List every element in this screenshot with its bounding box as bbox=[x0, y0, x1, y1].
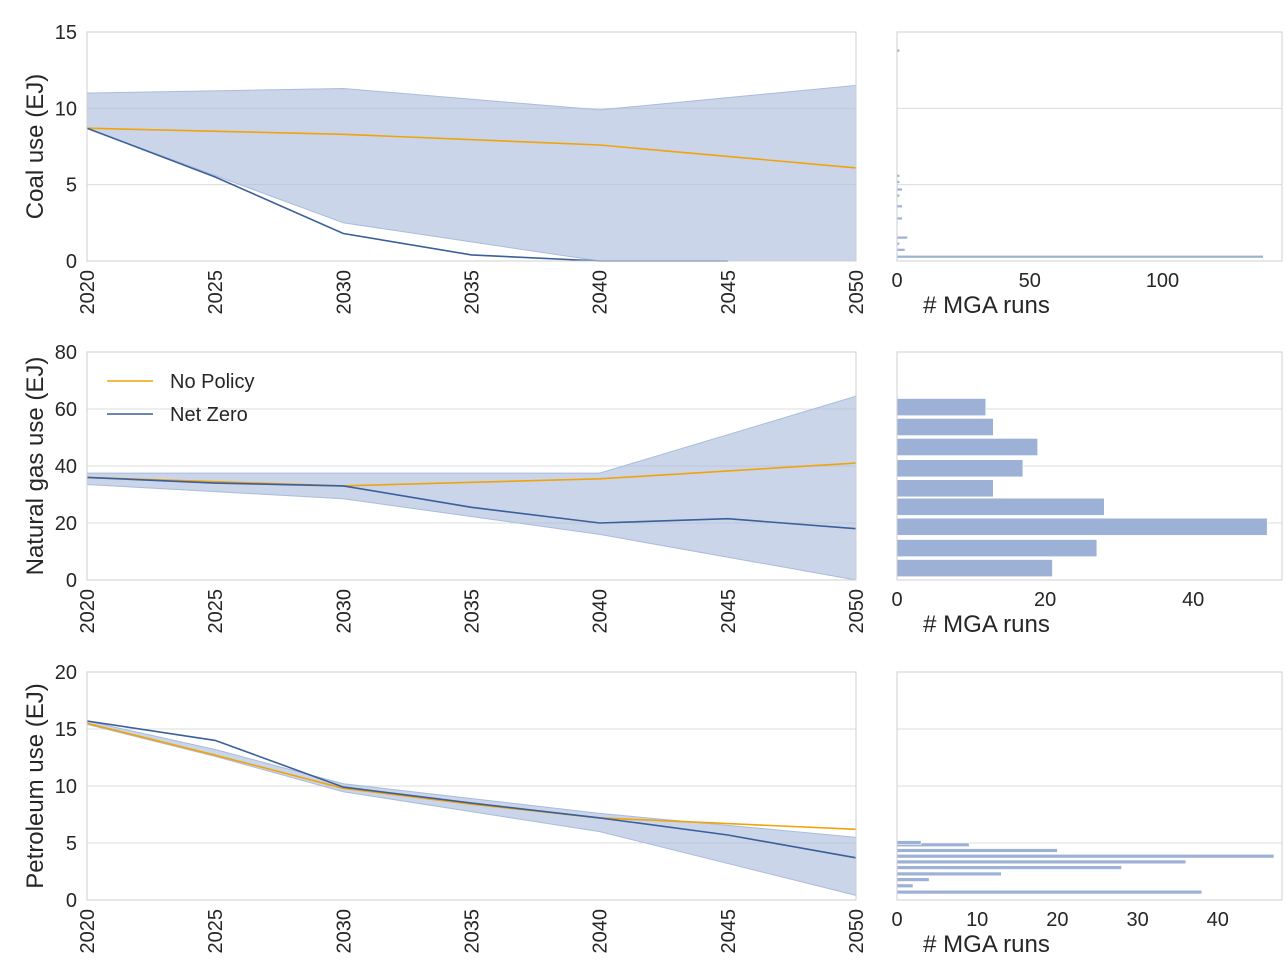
petroleum-lines-xtick-label-3: 2035 bbox=[462, 909, 484, 954]
gas-lines-xtick-label-0: 2020 bbox=[77, 589, 99, 634]
petroleum-hist-bar-4 bbox=[896, 865, 1122, 870]
legend: No Policy Net Zero bbox=[107, 371, 254, 426]
gas-lines-xtick-label-3: 2035 bbox=[462, 589, 484, 634]
coal-hist-bar-5 bbox=[896, 204, 903, 208]
gas-lines-ytick-label-4: 80 bbox=[55, 342, 77, 364]
gas-hist-bar-1 bbox=[896, 539, 1098, 558]
petroleum-lines-xtick-label-4: 2040 bbox=[590, 909, 612, 954]
petroleum-hist-bar-0 bbox=[896, 889, 1203, 895]
coal-lines-xtick-label-6: 2050 bbox=[846, 270, 868, 315]
petroleum-lines-series-no-policy bbox=[86, 722, 857, 831]
gas-lines-xtick-label-2: 2030 bbox=[333, 589, 355, 634]
petroleum-hist-x-axis-label: # MGA runs bbox=[923, 931, 1050, 958]
coal-lines-ytick-label-3: 15 bbox=[55, 22, 77, 44]
gas-hist-bar-7 bbox=[896, 418, 994, 436]
petroleum-lines-ytick-label-4: 20 bbox=[55, 662, 77, 684]
coal-lines-xtick-label-3: 2035 bbox=[462, 270, 484, 315]
petroleum-hist-bar-9 bbox=[896, 840, 922, 845]
gas-lines-ytick-label-2: 40 bbox=[55, 456, 77, 478]
coal-lines-y-axis-label: Coal use (EJ) bbox=[22, 74, 49, 219]
petroleum-lines-y-axis-label: Petroleum use (EJ) bbox=[22, 683, 49, 888]
coal-hist-bar-6 bbox=[896, 216, 903, 221]
gas-lines-series-net-zero bbox=[86, 476, 857, 530]
petroleum-hist-bar-2 bbox=[896, 877, 930, 882]
coal-lines-xtick-label-4: 2040 bbox=[590, 270, 612, 315]
petroleum-lines-frame bbox=[86, 671, 857, 901]
gas-hist-bar-3 bbox=[896, 497, 1105, 516]
coal-hist-xtick-label-1: 50 bbox=[1019, 270, 1041, 292]
coal-hist-bar-7 bbox=[896, 235, 908, 240]
gas-hist-bar-5 bbox=[896, 459, 1024, 478]
gas-lines-xtick-label-1: 2025 bbox=[205, 589, 227, 634]
petroleum-hist-bar-5 bbox=[896, 859, 1187, 865]
coal-hist-bar-3 bbox=[896, 187, 903, 192]
coal-hist-x-axis-label: # MGA runs bbox=[923, 292, 1050, 319]
gas-lines-ytick-label-0: 0 bbox=[66, 570, 77, 592]
petroleum-lines-xtick-label-2: 2030 bbox=[333, 909, 355, 954]
petroleum-hist-bar-3 bbox=[896, 871, 1002, 877]
legend-label-net-zero: Net Zero bbox=[170, 404, 248, 426]
coal-lines-ytick-label-1: 5 bbox=[66, 175, 77, 197]
gas-hist-bar-4 bbox=[896, 479, 994, 498]
gas-lines-frame bbox=[86, 351, 857, 581]
gas-lines-xtick-label-6: 2050 bbox=[846, 589, 868, 634]
legend-label-no-policy: No Policy bbox=[170, 371, 254, 393]
gas-lines-ytick-label-3: 60 bbox=[55, 399, 77, 421]
petroleum-hist-xtick-label-1: 10 bbox=[966, 909, 988, 931]
gas-hist-x-axis-label: # MGA runs bbox=[923, 611, 1050, 638]
gas-hist-bar-2 bbox=[896, 517, 1268, 536]
petroleum-lines-ytick-label-3: 15 bbox=[55, 719, 77, 741]
coal-lines-ytick-label-0: 0 bbox=[66, 251, 77, 273]
petroleum-hist-bar-6 bbox=[896, 853, 1275, 859]
petroleum-lines-ytick-label-1: 5 bbox=[66, 833, 77, 855]
coal-lines-xtick-label-5: 2045 bbox=[718, 270, 740, 315]
coal-hist-xtick-label-0: 0 bbox=[891, 270, 902, 292]
gas-hist-xtick-label-0: 0 bbox=[891, 589, 902, 611]
petroleum-hist-frame bbox=[896, 671, 1283, 901]
petroleum-lines-ytick-label-0: 0 bbox=[66, 890, 77, 912]
petroleum-lines-xtick-label-5: 2045 bbox=[718, 909, 740, 954]
petroleum-lines-xtick-label-0: 2020 bbox=[77, 909, 99, 954]
gas-lines-xtick-label-5: 2045 bbox=[718, 589, 740, 634]
petroleum-lines-series-net-zero bbox=[86, 720, 857, 859]
coal-lines-xtick-label-2: 2030 bbox=[333, 270, 355, 315]
coal-hist-bar-9 bbox=[896, 248, 906, 252]
petroleum-hist-xtick-label-4: 40 bbox=[1207, 909, 1229, 931]
gas-lines-y-axis-label: Natural gas use (EJ) bbox=[22, 357, 49, 576]
gas-hist-xtick-label-2: 40 bbox=[1182, 589, 1204, 611]
petroleum-hist-xtick-label-3: 30 bbox=[1126, 909, 1148, 931]
coal-lines-xtick-label-1: 2025 bbox=[205, 270, 227, 315]
gas-hist-bar-0 bbox=[896, 559, 1053, 578]
petroleum-hist-bar-7 bbox=[896, 848, 1058, 853]
petroleum-hist-bar-1 bbox=[896, 883, 914, 889]
gas-hist-bar-8 bbox=[896, 398, 987, 417]
coal-hist-xtick-label-2: 100 bbox=[1146, 270, 1179, 292]
petroleum-hist-xtick-label-2: 20 bbox=[1046, 909, 1068, 931]
gas-lines-xtick-label-4: 2040 bbox=[590, 589, 612, 634]
petroleum-lines-xtick-label-6: 2050 bbox=[846, 909, 868, 954]
coal-hist-bar-10 bbox=[896, 255, 1264, 259]
petroleum-lines-ytick-label-2: 10 bbox=[55, 776, 77, 798]
petroleum-lines-xtick-label-1: 2025 bbox=[205, 909, 227, 954]
gas-hist-frame bbox=[896, 351, 1283, 581]
gas-hist-bar-6 bbox=[896, 438, 1038, 456]
petroleum-hist-xtick-label-0: 0 bbox=[891, 909, 902, 931]
coal-lines-frame bbox=[86, 31, 857, 262]
coal-hist-plot-area bbox=[897, 32, 1282, 261]
coal-lines-xtick-label-0: 2020 bbox=[77, 270, 99, 315]
gas-lines-ytick-label-1: 20 bbox=[55, 513, 77, 535]
coal-hist-frame bbox=[896, 31, 1283, 262]
coal-lines-ytick-label-2: 10 bbox=[55, 98, 77, 120]
chart-marks bbox=[86, 31, 1283, 901]
gas-hist-xtick-label-1: 20 bbox=[1034, 589, 1056, 611]
coal-lines-series-no-policy bbox=[86, 127, 857, 169]
